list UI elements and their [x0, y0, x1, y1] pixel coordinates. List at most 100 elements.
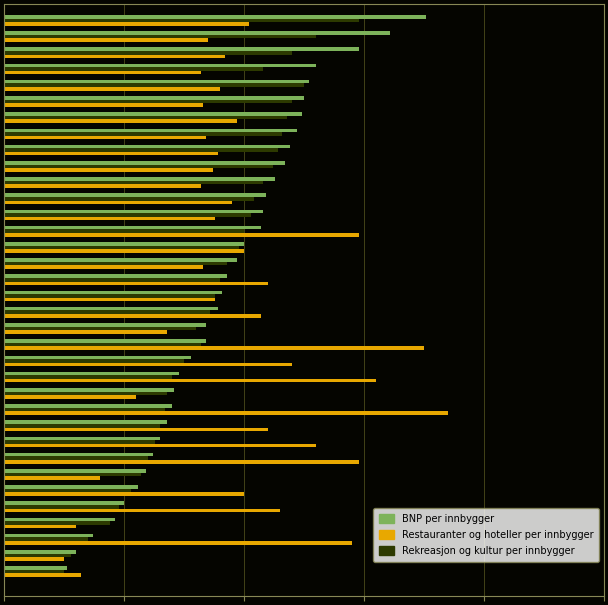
Bar — [4, 136, 206, 139]
Bar — [4, 541, 352, 544]
Bar — [4, 145, 289, 148]
Bar — [4, 64, 316, 67]
Bar — [4, 165, 273, 168]
Bar — [4, 502, 124, 505]
Bar — [4, 371, 179, 375]
Bar — [4, 217, 215, 220]
Bar — [4, 443, 316, 447]
Bar — [4, 522, 109, 525]
Bar — [4, 460, 359, 463]
Bar — [4, 294, 215, 298]
Bar — [4, 87, 220, 91]
Bar — [4, 38, 208, 42]
Bar — [4, 213, 251, 217]
Bar — [4, 343, 201, 347]
Bar — [4, 492, 244, 496]
Bar — [4, 116, 287, 119]
Bar — [4, 408, 165, 411]
Bar — [4, 550, 76, 554]
Bar — [4, 347, 424, 350]
Bar — [4, 391, 167, 395]
Bar — [4, 375, 172, 379]
Bar — [4, 395, 136, 399]
Bar — [4, 424, 160, 428]
Bar — [4, 71, 201, 74]
Bar — [4, 298, 215, 301]
Bar — [4, 128, 297, 132]
Bar — [4, 119, 237, 123]
Bar — [4, 476, 100, 480]
Bar — [4, 509, 280, 512]
Bar — [4, 323, 206, 327]
Bar — [4, 132, 282, 136]
Bar — [4, 574, 81, 577]
Bar — [4, 96, 304, 100]
Bar — [4, 420, 167, 424]
Bar — [4, 103, 203, 107]
Bar — [4, 148, 278, 152]
Bar — [4, 518, 114, 522]
Bar — [4, 411, 448, 415]
Bar — [4, 67, 263, 71]
Bar — [4, 525, 76, 528]
Bar — [4, 570, 64, 574]
Bar — [4, 428, 268, 431]
Bar — [4, 473, 141, 476]
Bar — [4, 275, 227, 278]
Bar — [4, 113, 302, 116]
Bar — [4, 557, 64, 561]
Bar — [4, 246, 239, 249]
Bar — [4, 229, 244, 233]
Bar — [4, 51, 292, 54]
Bar — [4, 19, 359, 22]
Bar — [4, 505, 119, 509]
Bar — [4, 249, 244, 253]
Bar — [4, 379, 376, 382]
Bar — [4, 242, 244, 246]
Bar — [4, 194, 266, 197]
Legend: BNP per innbygger, Restauranter og hoteller per innbygger, Rekreasjon og kultur : BNP per innbygger, Restauranter og hotel… — [373, 508, 599, 561]
Bar — [4, 35, 316, 38]
Bar — [4, 262, 227, 266]
Bar — [4, 181, 263, 185]
Bar — [4, 54, 225, 58]
Bar — [4, 339, 206, 343]
Bar — [4, 440, 155, 443]
Bar — [4, 290, 223, 294]
Bar — [4, 152, 218, 155]
Bar — [4, 100, 292, 103]
Bar — [4, 537, 88, 541]
Bar — [4, 356, 192, 359]
Bar — [4, 362, 292, 366]
Bar — [4, 161, 285, 165]
Bar — [4, 437, 160, 440]
Bar — [4, 485, 139, 489]
Bar — [4, 388, 174, 391]
Bar — [4, 327, 196, 330]
Bar — [4, 330, 167, 334]
Bar — [4, 534, 93, 537]
Bar — [4, 489, 131, 492]
Bar — [4, 307, 218, 310]
Bar — [4, 185, 201, 188]
Bar — [4, 226, 261, 229]
Bar — [4, 359, 184, 362]
Bar — [4, 200, 232, 204]
Bar — [4, 278, 220, 281]
Bar — [4, 22, 249, 26]
Bar — [4, 266, 203, 269]
Bar — [4, 209, 263, 213]
Bar — [4, 168, 213, 172]
Bar — [4, 258, 237, 262]
Bar — [4, 456, 148, 460]
Bar — [4, 566, 66, 570]
Bar — [4, 15, 426, 19]
Bar — [4, 554, 71, 557]
Bar — [4, 197, 254, 200]
Bar — [4, 47, 359, 51]
Bar — [4, 233, 359, 237]
Bar — [4, 31, 390, 35]
Bar — [4, 314, 261, 318]
Bar — [4, 310, 210, 314]
Bar — [4, 453, 153, 456]
